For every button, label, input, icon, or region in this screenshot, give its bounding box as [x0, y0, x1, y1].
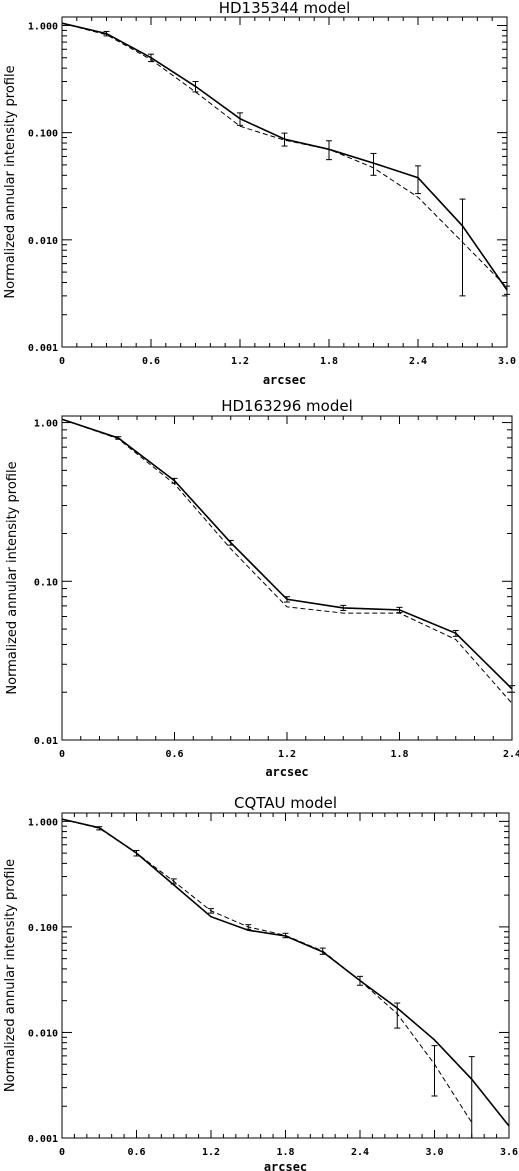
- y-tick-label: 0.001: [28, 1134, 58, 1145]
- x-axis-label: arcsec: [263, 373, 306, 387]
- y-tick-label: 0.010: [28, 1028, 58, 1039]
- y-tick-label: 0.100: [28, 923, 58, 934]
- x-tick-label: 0: [59, 1147, 65, 1158]
- chart-panel-1: HD135344 model Normalized annular intensi…: [3, 0, 516, 387]
- chart-panel-3: CQTAU model Normalized annular intensity …: [3, 794, 518, 1171]
- x-tick-label: 1.2: [231, 356, 249, 367]
- series-line-solid: [61, 818, 510, 1127]
- x-tick-label: 0.6: [165, 749, 183, 760]
- y-tick-label: 1.000: [28, 21, 58, 32]
- y-tick-label: 0.100: [28, 129, 58, 140]
- y-axis-label: Normalized annular intensity profile: [3, 859, 18, 1092]
- x-tick-label: 2.4: [351, 1147, 369, 1158]
- x-tick-label: 3.0: [498, 356, 516, 367]
- chart-title: CQTAU model: [234, 794, 337, 812]
- x-tick-label: 0: [59, 749, 65, 760]
- x-tick-label: 2.4: [503, 749, 519, 760]
- x-tick-label: 1.2: [278, 749, 296, 760]
- y-tick-label: 0.010: [28, 236, 58, 247]
- y-tick-label: 1.000: [28, 817, 58, 828]
- y-axis-label: Normalized annular intensity profile: [3, 65, 18, 298]
- plot-frame: [61, 812, 510, 1139]
- series-line-dashed: [61, 418, 513, 704]
- chart-title: HD163296 model: [221, 397, 353, 415]
- x-tick-label: 0: [59, 356, 65, 367]
- y-tick-label: 0.001: [28, 343, 58, 354]
- x-tick-label: 1.2: [202, 1147, 220, 1158]
- series-line-solid: [61, 418, 513, 690]
- series-line-solid: [61, 22, 508, 291]
- x-tick-label: 0.6: [127, 1147, 145, 1158]
- x-tick-label: 1.8: [320, 356, 338, 367]
- x-tick-label: 3.6: [500, 1147, 518, 1158]
- x-tick-label: 1.8: [390, 749, 408, 760]
- chart-title: HD135344 model: [219, 0, 351, 17]
- x-axis-label: arcsec: [264, 1160, 307, 1171]
- x-tick-label: 1.8: [276, 1147, 294, 1158]
- x-tick-label: 2.4: [409, 356, 427, 367]
- series-line-dashed: [61, 818, 473, 1123]
- x-axis-label: arcsec: [265, 765, 308, 779]
- x-tick-label: 0.6: [142, 356, 160, 367]
- y-tick-label: 0.01: [34, 736, 58, 747]
- series-line-dashed: [61, 22, 508, 288]
- chart-panel-2: HD163296 model Normalized annular intensi…: [5, 397, 519, 779]
- x-tick-label: 3.0: [425, 1147, 443, 1158]
- y-axis-label: Normalized annular intensity profile: [5, 461, 20, 694]
- y-tick-label: 1.00: [34, 419, 58, 430]
- plot-frame: [61, 415, 513, 741]
- y-tick-label: 0.10: [34, 577, 58, 588]
- plot-frame: [61, 16, 508, 348]
